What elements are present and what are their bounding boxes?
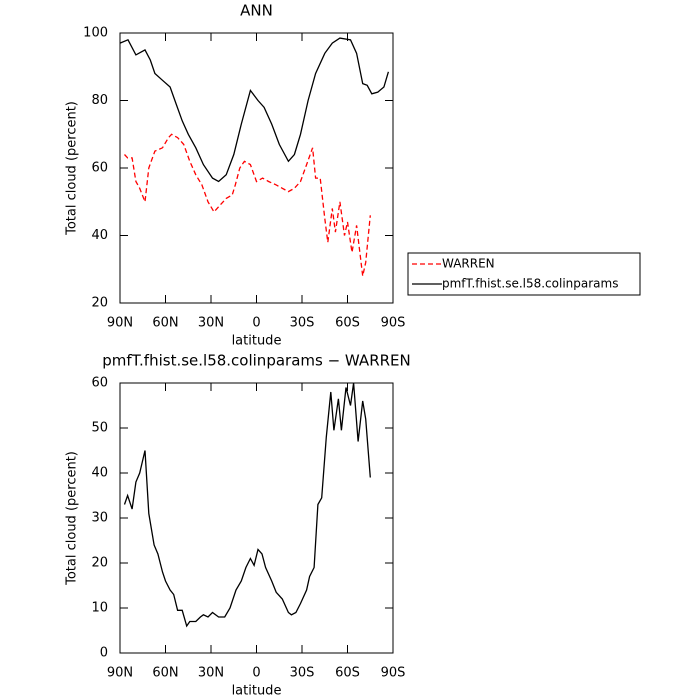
y-tick-label: 40: [91, 228, 108, 243]
x-tick-label: 60N: [152, 666, 178, 681]
y-axis-label: Total cloud (percent): [65, 101, 80, 236]
data-line: [119, 37, 390, 183]
y-tick-label: 80: [91, 93, 108, 108]
y-tick-label: 20: [91, 556, 108, 571]
x-tick-label: 60S: [335, 666, 360, 681]
y-tick-label: 10: [91, 601, 108, 616]
plot-frame: [119, 382, 394, 654]
x-tick-label: 30S: [290, 316, 315, 331]
chart-title: ANN: [240, 2, 273, 20]
plot-frame: [119, 32, 394, 304]
x-tick-label: 0: [252, 666, 260, 681]
y-tick-label: 40: [91, 466, 108, 481]
chart-title: pmfT.fhist.se.l58.colinparams − WARREN: [102, 352, 411, 370]
y-tick-label: 50: [91, 421, 108, 436]
y-tick-label: 30: [91, 511, 108, 526]
x-tick-label: 30N: [198, 666, 224, 681]
x-axis-label: latitude: [232, 684, 282, 699]
y-tick-label: 0: [100, 646, 108, 661]
y-tick-label: 100: [83, 26, 108, 41]
y-tick-label: 60: [91, 161, 108, 176]
x-tick-label: 30S: [290, 666, 315, 681]
data-line: [123, 382, 371, 628]
x-tick-label: 30N: [198, 316, 224, 331]
legend-label: WARREN: [442, 257, 495, 271]
y-tick-label: 60: [91, 376, 108, 391]
y-axis-label: Total cloud (percent): [65, 451, 80, 586]
x-axis-label: latitude: [232, 334, 282, 349]
x-tick-label: 90S: [381, 666, 406, 681]
x-tick-label: 90S: [381, 316, 406, 331]
legend-box: [407, 252, 641, 296]
x-tick-label: 90N: [107, 316, 133, 331]
x-tick-label: 60N: [152, 316, 178, 331]
x-tick-label: 60S: [335, 316, 360, 331]
x-tick-label: 90N: [107, 666, 133, 681]
x-tick-label: 0: [252, 316, 260, 331]
y-tick-label: 20: [91, 296, 108, 311]
data-line: [124, 133, 371, 277]
legend-label: pmfT.fhist.se.l58.colinparams: [442, 277, 618, 291]
